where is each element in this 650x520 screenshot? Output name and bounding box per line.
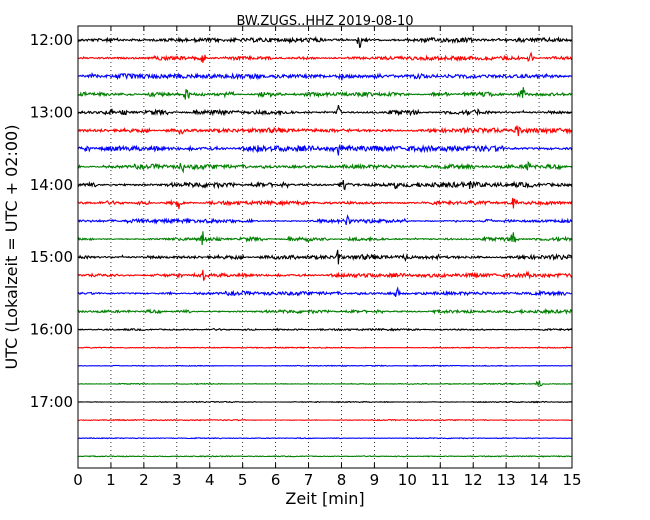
y-tick-label: 16:00 (30, 321, 73, 339)
plot-frame (77, 25, 573, 469)
seismogram-trace (77, 400, 573, 404)
x-tick-label: 0 (73, 471, 83, 489)
y-tick-label: 17:00 (30, 393, 73, 411)
x-tick-label: 7 (304, 471, 314, 489)
seismogram-trace (77, 180, 573, 191)
x-tick-label: 10 (398, 471, 417, 489)
y-tick-label: 15:00 (30, 248, 73, 266)
chart-title: BW.ZUGS..HHZ 2019-08-10 (236, 14, 413, 29)
x-tick-label: 11 (431, 471, 450, 489)
seismogram-trace (78, 380, 572, 387)
x-tick-label: 13 (497, 471, 516, 489)
seismogram-trace (77, 307, 573, 315)
y-tick-label: 14:00 (30, 176, 73, 194)
seismogram-trace (77, 231, 573, 246)
x-tick-label: 1 (106, 471, 116, 489)
seismogram-trace (77, 213, 573, 226)
y-axis: 12:00 13:00 14:00 15:00 16:00 17:00 (30, 31, 572, 411)
y-axis-label: UTC (Lokalzeit = UTC + 02:00) (2, 125, 21, 370)
x-tick-label: 3 (172, 471, 182, 489)
y-tick-label: 13:00 (30, 103, 73, 121)
seismogram-trace (77, 454, 572, 458)
x-axis: 0 1 2 3 4 5 6 7 8 9 10 11 12 13 14 15 (73, 26, 582, 489)
seismogram-trace (77, 364, 573, 368)
x-tick-label: 8 (337, 471, 347, 489)
seismogram-trace (77, 286, 573, 297)
seismogram-trace (77, 249, 573, 265)
seismogram-trace (77, 327, 573, 332)
seismogram-trace (77, 197, 573, 210)
grid-lines (110, 26, 540, 468)
seismogram-trace (77, 104, 573, 117)
seismogram-trace (77, 125, 573, 137)
x-tick-label: 5 (238, 471, 248, 489)
seismogram-trace (77, 418, 573, 422)
seismogram-trace (77, 72, 573, 81)
seismogram-trace (77, 35, 573, 49)
x-tick-label: 12 (464, 471, 483, 489)
x-tick-label: 9 (370, 471, 380, 489)
seismogram-trace (77, 87, 573, 100)
seismogram-trace (78, 436, 573, 440)
x-tick-label: 14 (530, 471, 549, 489)
trace-group (77, 35, 573, 458)
x-tick-label: 4 (205, 471, 215, 489)
x-axis-label: Zeit [min] (285, 489, 364, 508)
seismogram-trace (77, 269, 573, 281)
x-tick-label: 6 (271, 471, 281, 489)
x-tick-label: 15 (562, 471, 581, 489)
seismogram-trace (77, 51, 573, 63)
seismogram-trace (77, 160, 573, 174)
x-tick-label: 2 (139, 471, 149, 489)
seismogram-trace (77, 143, 573, 156)
seismogram-trace (78, 346, 572, 350)
y-tick-label: 12:00 (30, 31, 73, 49)
